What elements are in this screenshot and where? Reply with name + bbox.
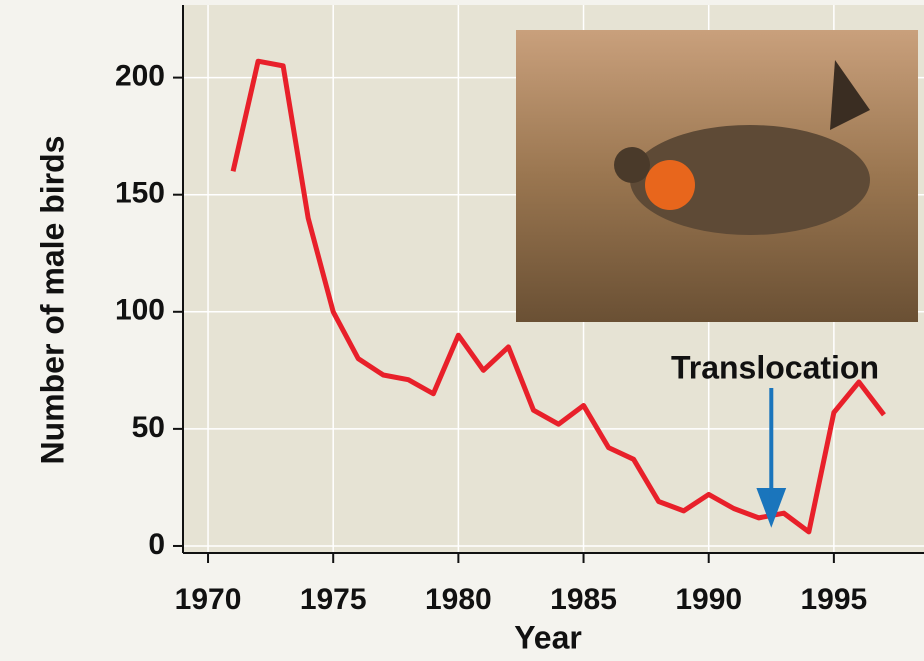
annotation-arrow [756,388,787,528]
x-tick-label: 1985 [550,583,617,616]
y-tick-label: 150 [115,177,165,210]
x-tick-label: 1995 [801,583,868,616]
x-tick-label: 1975 [300,583,367,616]
x-tick-label: 1980 [425,583,492,616]
x-axis-label: Year [514,619,582,655]
y-tick-label: 200 [115,60,165,93]
x-tick-label: 1990 [675,583,742,616]
y-tick-label: 100 [115,294,165,327]
photo [516,30,918,322]
annotation-text: Translocation [671,349,879,385]
y-axis-label: Number of male birds [34,136,70,465]
y-tick-label: 0 [148,528,165,561]
y-tick-label: 50 [132,411,165,444]
x-tick-label: 1970 [175,583,242,616]
